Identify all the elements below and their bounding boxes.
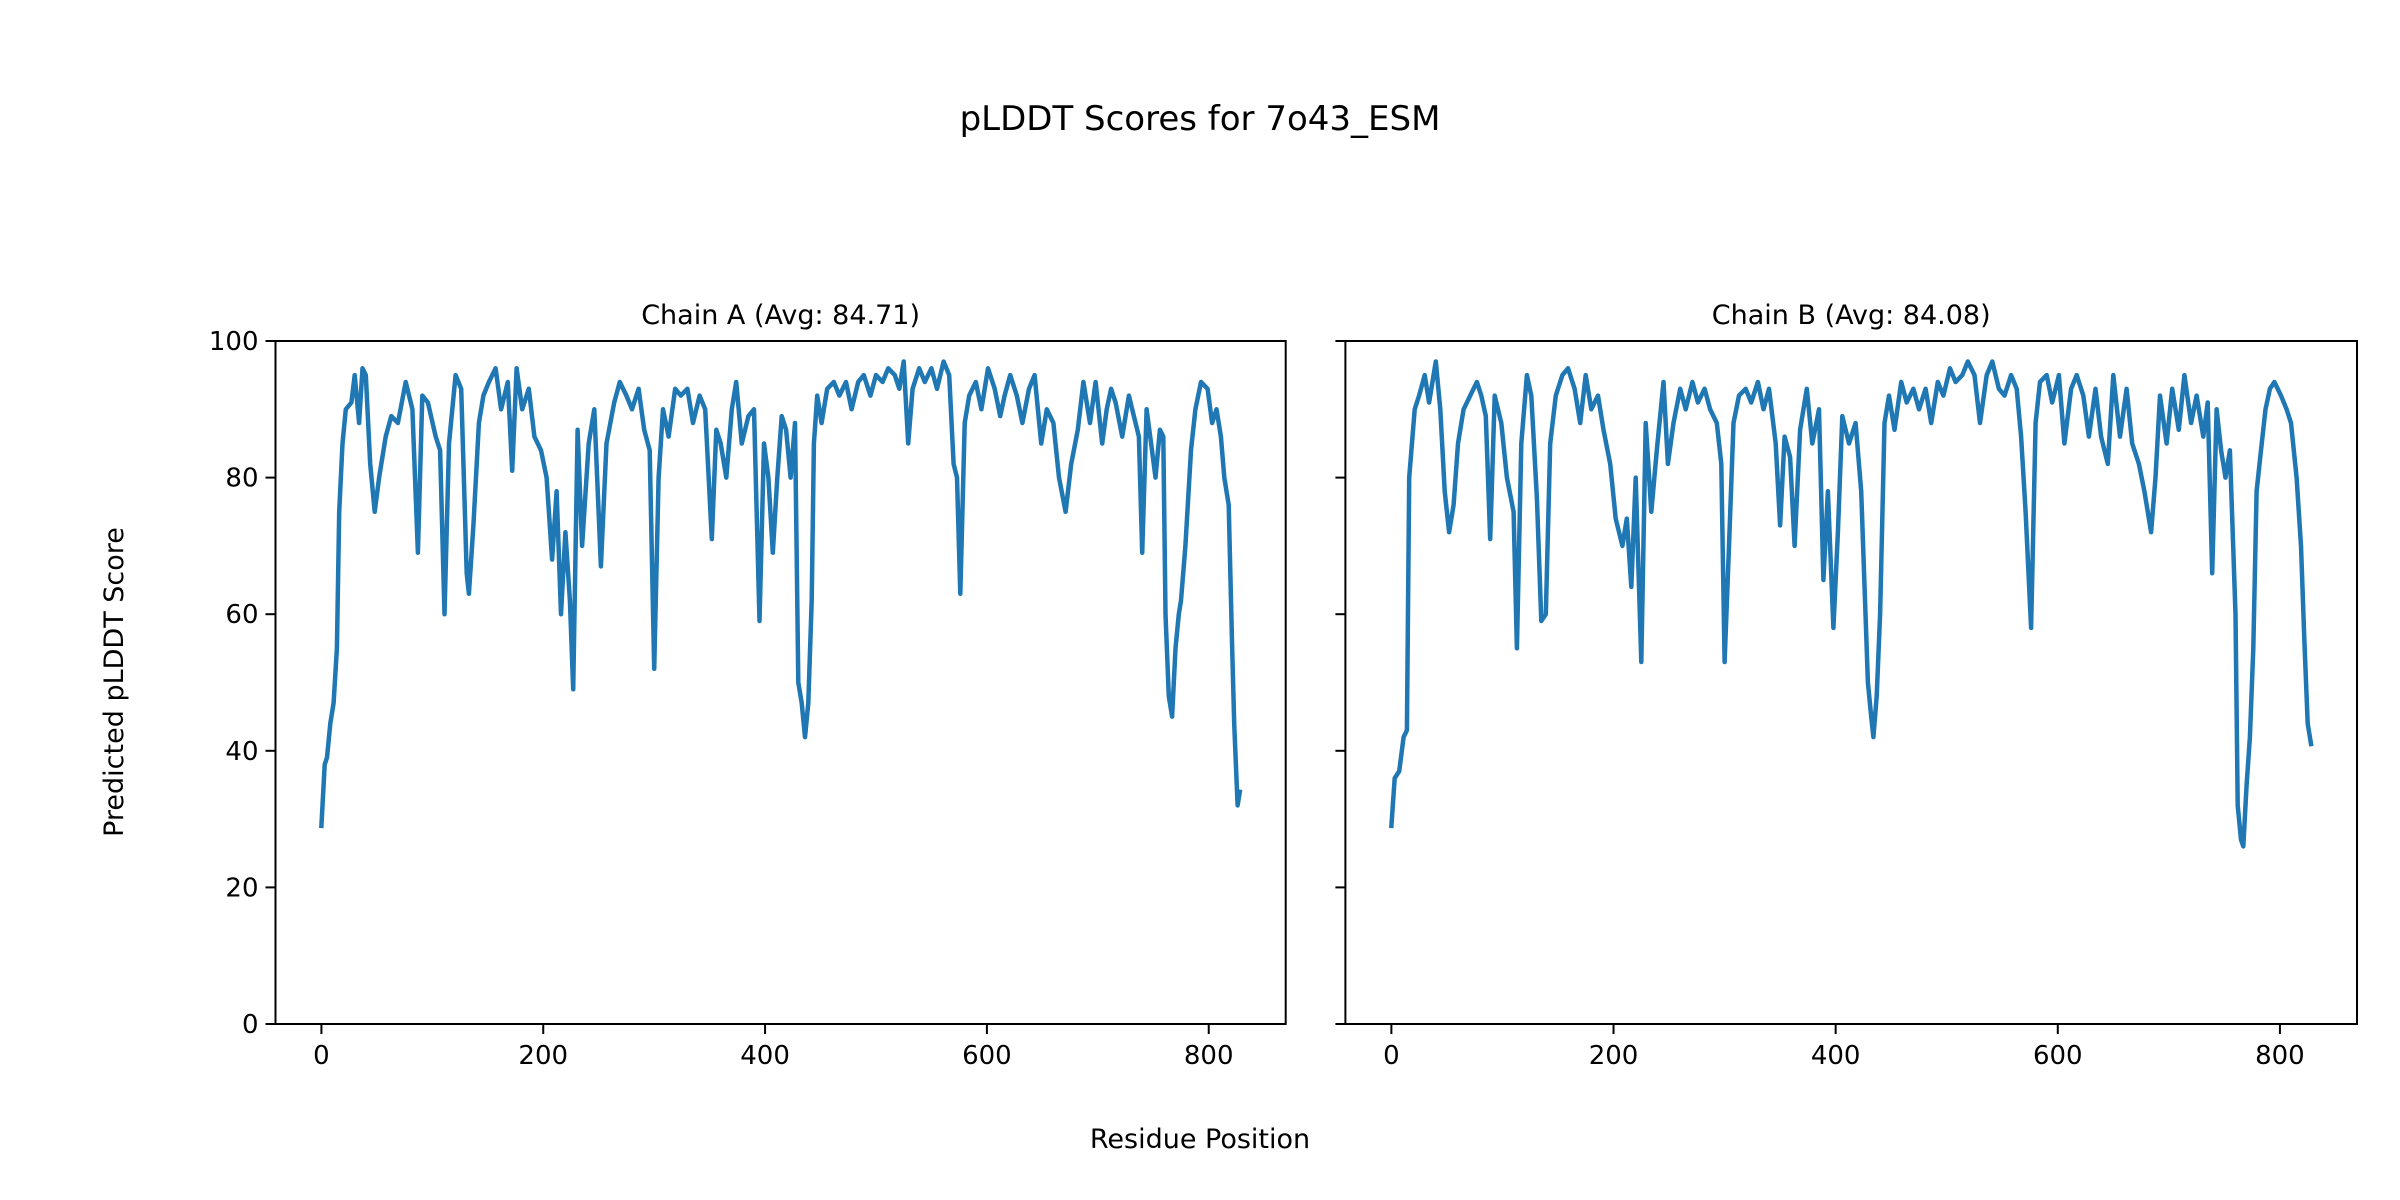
plddt-line — [1389, 359, 2314, 849]
x-tick-label: 0 — [313, 1041, 330, 1071]
x-tick-label: 800 — [1184, 1041, 1234, 1071]
x-tick-label: 400 — [740, 1041, 790, 1071]
x-tick-label: 200 — [518, 1041, 568, 1071]
x-tick-label: 200 — [1589, 1041, 1639, 1071]
y-tick-label: 100 — [209, 327, 259, 357]
x-tick-label: 600 — [962, 1041, 1012, 1071]
axes-frame — [274, 340, 1287, 1025]
x-tick-label: 400 — [1811, 1041, 1861, 1071]
y-tick-label: 80 — [225, 464, 258, 494]
y-axis-label: Predicted pLDDT Score — [99, 527, 130, 837]
y-tick-label: 60 — [225, 600, 258, 630]
x-axis-label: Residue Position — [1090, 1124, 1310, 1155]
subplot-title: Chain B (Avg: 84.08) — [1712, 300, 1991, 331]
subplot-title: Chain A (Avg: 84.71) — [641, 300, 920, 331]
subplot-chain-a: Chain A (Avg: 84.71) 0 200 400 600 800 0 20 40 60… — [209, 300, 1287, 1071]
plddt-line — [319, 359, 1243, 829]
x-tick-label: 0 — [1383, 1041, 1400, 1071]
figure-title: pLDDT Scores for 7o43_ESM — [960, 99, 1441, 139]
y-tick-label: 20 — [225, 873, 258, 903]
y-tick-label: 40 — [225, 737, 258, 767]
y-tick-label: 0 — [242, 1010, 259, 1040]
x-tick-label: 600 — [2033, 1041, 2083, 1071]
x-tick-label: 800 — [2255, 1041, 2305, 1071]
subplot-chain-b: Chain B (Avg: 84.08) 0 200 400 600 800 — [1335, 300, 2358, 1071]
axes-frame — [1344, 340, 2358, 1025]
